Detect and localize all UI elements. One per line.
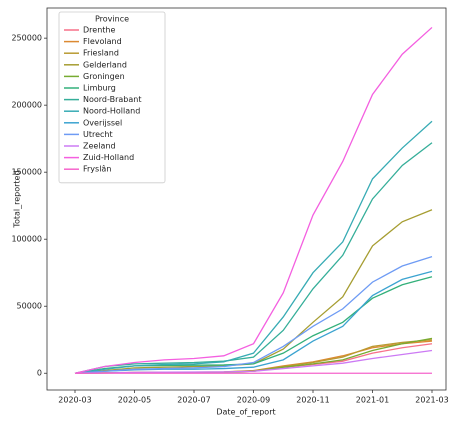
legend-box (58, 11, 166, 184)
x-tick-label: 2021-03 (415, 396, 448, 405)
x-tick-label: 2020-05 (118, 396, 151, 405)
legend-label: Fryslân (83, 165, 111, 174)
series-line (74, 349, 433, 374)
legend-label: Gelderland (83, 60, 127, 69)
y-tick-label: 150000 (11, 168, 42, 177)
legend: Province Drenthe Flevoland Friesland Gelderl… (58, 11, 166, 184)
series-line (74, 26, 433, 374)
x-axis-label: Date_of_report (216, 408, 275, 417)
y-tick-label: 0 (37, 369, 42, 378)
y-tick-label: 200000 (11, 101, 42, 110)
series-line (74, 142, 433, 374)
legend-label: Noord-Holland (83, 107, 140, 116)
y-tick-label: 250000 (11, 34, 42, 43)
legend-label: Overijssel (83, 118, 122, 127)
y-axis-label: Total_reported (13, 170, 22, 228)
legend-label: Noord-Brabant (83, 95, 141, 104)
y-tick-label: 100000 (11, 235, 42, 244)
legend-label: Groningen (83, 72, 125, 81)
legend-label: Friesland (83, 49, 119, 58)
legend-label: Utrecht (83, 130, 113, 139)
series-line (74, 256, 433, 374)
legend-label: Zuid-Holland (83, 153, 134, 162)
x-tick-label: 2020-09 (237, 396, 270, 405)
legend-label: Zeeland (83, 142, 116, 151)
legend-label: Limburg (83, 84, 116, 93)
series-line (74, 120, 433, 374)
legend-label: Drenthe (83, 26, 115, 35)
plot-frame (46, 7, 447, 391)
legend-label: Flevoland (83, 37, 122, 46)
series-line (74, 270, 433, 374)
legend-title: Province (95, 15, 129, 24)
x-tick-label: 2020-07 (177, 396, 210, 405)
x-tick-label: 2021-01 (356, 396, 389, 405)
x-tick-label: 2020-03 (58, 396, 91, 405)
x-tick-label: 2020-11 (296, 396, 329, 405)
y-tick-label: 50000 (17, 302, 42, 311)
